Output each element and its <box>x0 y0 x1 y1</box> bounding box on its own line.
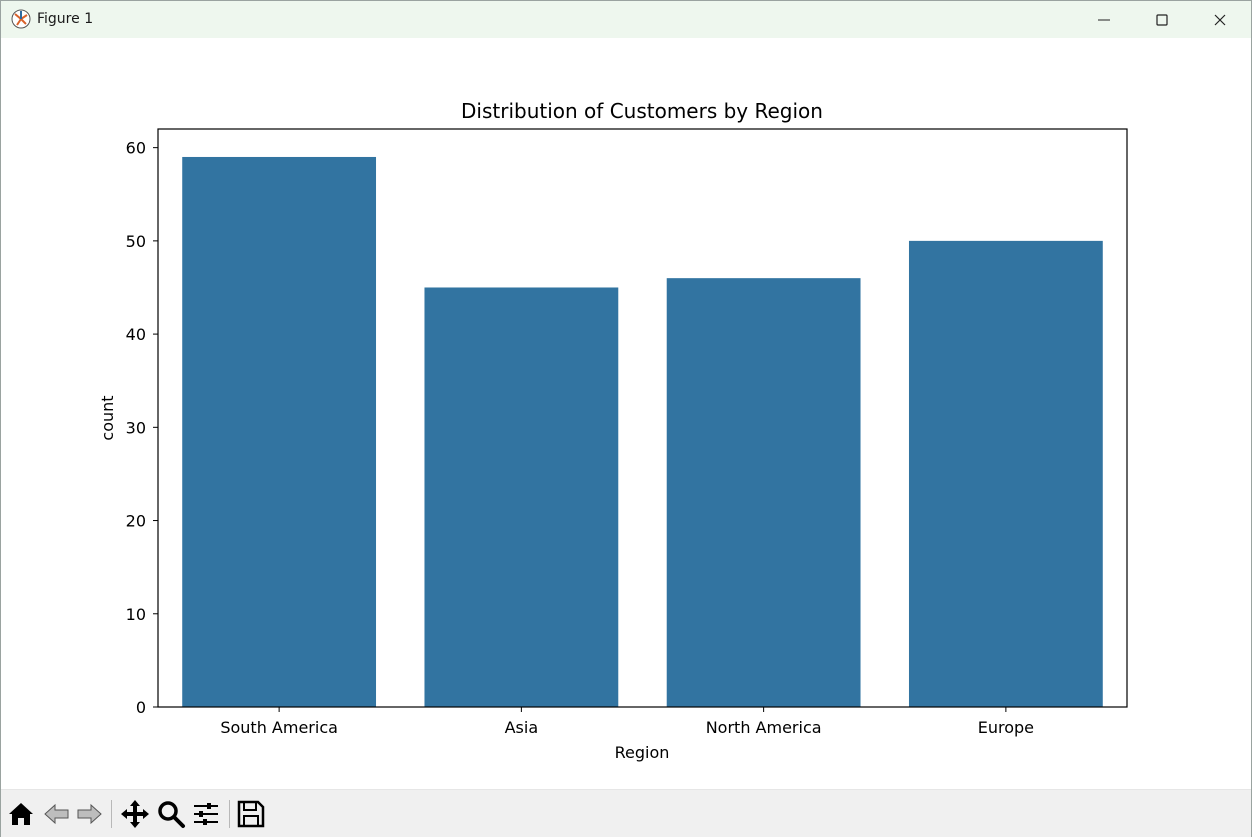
bar <box>182 156 377 707</box>
save-icon <box>237 800 265 828</box>
save-button[interactable] <box>235 798 267 830</box>
minimize-icon <box>1098 19 1110 21</box>
x-axis-label: Region <box>615 743 670 762</box>
toolbar-separator <box>111 800 112 828</box>
x-tick-label: Europe <box>978 718 1034 737</box>
pan-button[interactable] <box>119 798 151 830</box>
close-button[interactable] <box>1191 1 1249 38</box>
maximize-button[interactable] <box>1133 1 1191 38</box>
y-tick-label: 0 <box>136 698 146 717</box>
bar <box>908 240 1103 707</box>
x-tick-label: Asia <box>505 718 539 737</box>
back-button[interactable] <box>41 798 73 830</box>
bar <box>666 278 861 707</box>
chart-title: Distribution of Customers by Region <box>461 99 823 123</box>
home-button[interactable] <box>5 798 37 830</box>
forward-icon <box>77 803 102 825</box>
figure-canvas[interactable]: Distribution of Customers by Region 0 10 2… <box>1 38 1251 788</box>
configure-subplots-icon <box>194 803 218 825</box>
pan-icon <box>121 800 149 828</box>
bar <box>424 287 619 707</box>
y-tick-label: 60 <box>126 139 146 158</box>
zoom-button[interactable] <box>155 798 187 830</box>
close-icon <box>1214 14 1226 26</box>
y-tick-label: 40 <box>126 325 146 344</box>
configure-subplots-button[interactable] <box>190 798 222 830</box>
axes-frame <box>157 128 1128 708</box>
x-tick-label: North America <box>706 718 822 737</box>
toolbar-separator <box>229 800 230 828</box>
x-tick-label: South America <box>220 718 338 737</box>
title-bar[interactable]: Figure 1 <box>1 1 1251 38</box>
back-icon <box>44 803 69 825</box>
figure-app-icon <box>11 9 31 29</box>
forward-button[interactable] <box>73 798 105 830</box>
y-tick-label: 50 <box>126 232 146 251</box>
zoom-icon <box>158 801 185 828</box>
y-tick-label: 10 <box>126 605 146 624</box>
minimize-button[interactable] <box>1075 1 1133 38</box>
y-tick-label: 30 <box>126 418 146 437</box>
bar-chart: Distribution of Customers by Region 0 10 2… <box>98 99 1128 762</box>
maximize-icon <box>1156 14 1168 26</box>
window-title: Figure 1 <box>37 11 94 27</box>
y-tick-label: 20 <box>126 512 146 531</box>
home-icon <box>9 803 33 825</box>
navigation-toolbar <box>1 789 1251 837</box>
y-axis-label: count <box>98 395 117 440</box>
